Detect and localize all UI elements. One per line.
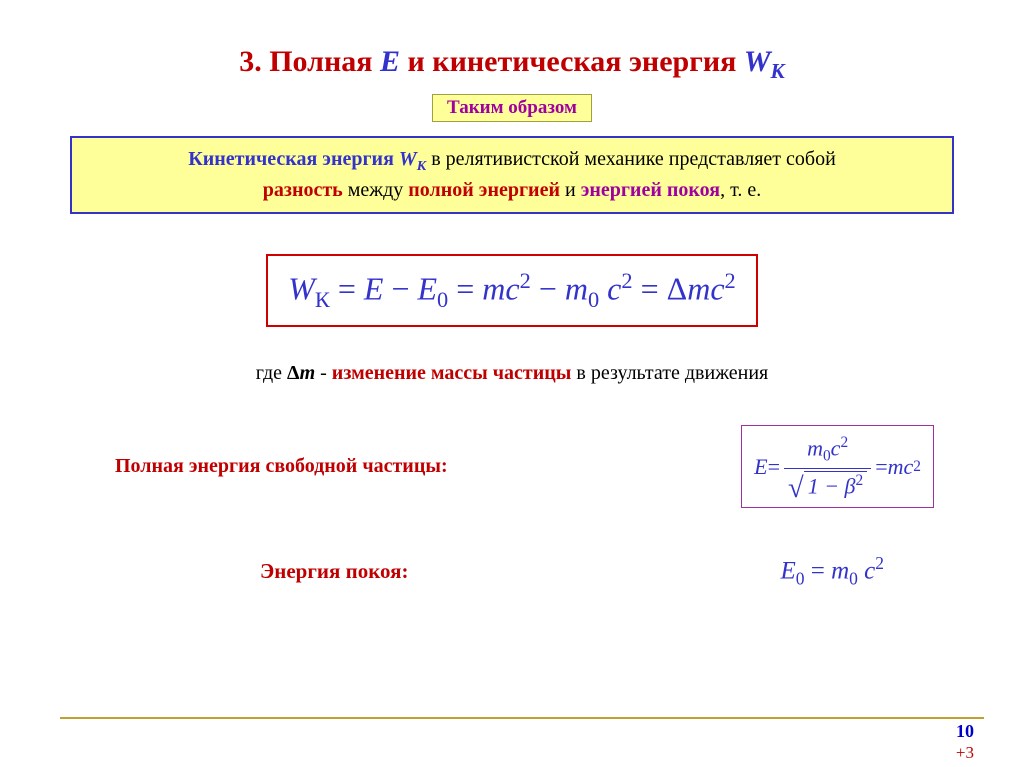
mf-c2: 2 [621, 268, 632, 293]
rest-energy-row: Энергия покоя: E0 = m0 c2 [60, 553, 964, 589]
title-w-symbol: W [744, 45, 771, 78]
mf-dmc: mc [687, 271, 724, 307]
title-wk-sub: К [771, 59, 785, 83]
mf-E: E [364, 271, 384, 307]
page-number: 10 [956, 721, 974, 742]
te-mc: mc [888, 454, 914, 480]
slide-title: 3. Полная Е и кинетическая энергия WК [60, 45, 964, 84]
sqrt: √1 − β2 [788, 471, 867, 500]
mf-eq2: = [448, 271, 482, 307]
te-num: m0c2 [784, 434, 871, 469]
mf-minus: − [383, 271, 417, 307]
where-dash: - [315, 362, 332, 384]
footer-plus: +3 [956, 743, 974, 763]
total-energy-label: Полная энергия свободной частицы: [115, 455, 448, 478]
te-mc2: 2 [913, 458, 921, 476]
mf-mc: mc [482, 271, 519, 307]
te-frac: m0c2 √1 − β2 [784, 434, 871, 499]
def-l2d: и [560, 179, 581, 201]
total-energy-formula: E = m0c2 √1 − β2 = mc2 [741, 425, 934, 508]
total-energy-row: Полная энергия свободной частицы: E = m0… [60, 425, 964, 508]
subtitle-wrap: Таким образом [60, 94, 964, 122]
title-part2: и кинетическая энергия [400, 45, 744, 78]
te-num-0: 0 [823, 448, 831, 465]
te-den-1: 1 − β [808, 473, 856, 498]
mf-w: W [288, 271, 315, 307]
mf-delta: Δ [667, 271, 688, 307]
where-delta: Δ [287, 362, 300, 384]
where-pre: где [256, 362, 287, 384]
title-part1: Полная [269, 45, 380, 78]
main-formula-wrap: WК = E − E0 = mc2 − m0 c2 = Δmc2 [60, 254, 964, 327]
def-w: W [399, 148, 417, 170]
re-E: E [780, 558, 795, 585]
mf-E0: E [418, 271, 438, 307]
mf-m0: 0 [588, 287, 599, 312]
def-l2e: энергией покоя [581, 179, 720, 201]
where-line: где Δm - изменение массы частицы в резул… [60, 362, 964, 385]
definition-box: Кинетическая энергия WК в релятивистской… [70, 136, 954, 214]
title-e-symbol: Е [380, 45, 400, 78]
te-num-m: m [807, 435, 823, 460]
def-l2c: полной энергией [408, 179, 560, 201]
rest-energy-formula: E0 = m0 c2 [780, 553, 884, 589]
te-E: E [754, 454, 767, 480]
subtitle-box: Таким образом [432, 94, 592, 122]
mf-E0sub: 0 [437, 287, 448, 312]
def-l2f: , т. е. [720, 179, 761, 201]
te-eq: = [768, 454, 780, 480]
where-post: в результате движения [571, 362, 768, 384]
mf-c: c [599, 271, 621, 307]
def-l1b: в релятивистской механике представляет с… [426, 148, 836, 170]
mf-eq1: = [330, 271, 364, 307]
mf-mc2: 2 [520, 268, 531, 293]
te-eq2: = [875, 454, 887, 480]
re-c: c [858, 558, 875, 585]
re-c2: 2 [875, 553, 884, 573]
mf-wk: К [315, 287, 330, 312]
te-den: √1 − β2 [784, 469, 871, 500]
te-den-2: 2 [856, 472, 864, 489]
title-number: 3. [239, 45, 269, 78]
slide: 3. Полная Е и кинетическая энергия WК Та… [0, 0, 1024, 767]
mf-eq3: = [633, 271, 667, 307]
mf-minus2: − [531, 271, 565, 307]
footer-divider [60, 717, 984, 719]
te-num-c: c [831, 435, 841, 460]
def-l2b: между [343, 179, 409, 201]
where-m: m [300, 362, 316, 384]
where-highlight: изменение массы частицы [332, 362, 572, 384]
def-wk: К [417, 159, 427, 174]
re-eq: = [804, 558, 831, 585]
def-l1a: Кинетическая энергия [188, 148, 399, 170]
sqrt-sign-icon: √ [788, 475, 804, 504]
sqrt-body: 1 − β2 [804, 471, 868, 500]
mf-dmc2: 2 [725, 268, 736, 293]
rest-energy-label: Энергия покоя: [260, 559, 408, 584]
re-m: m [831, 558, 849, 585]
te-num-2: 2 [840, 434, 848, 451]
def-l2a: разность [263, 179, 343, 201]
main-formula: WК = E − E0 = mc2 − m0 c2 = Δmc2 [266, 254, 757, 327]
mf-m0m: m [565, 271, 588, 307]
re-m0: 0 [849, 569, 858, 589]
